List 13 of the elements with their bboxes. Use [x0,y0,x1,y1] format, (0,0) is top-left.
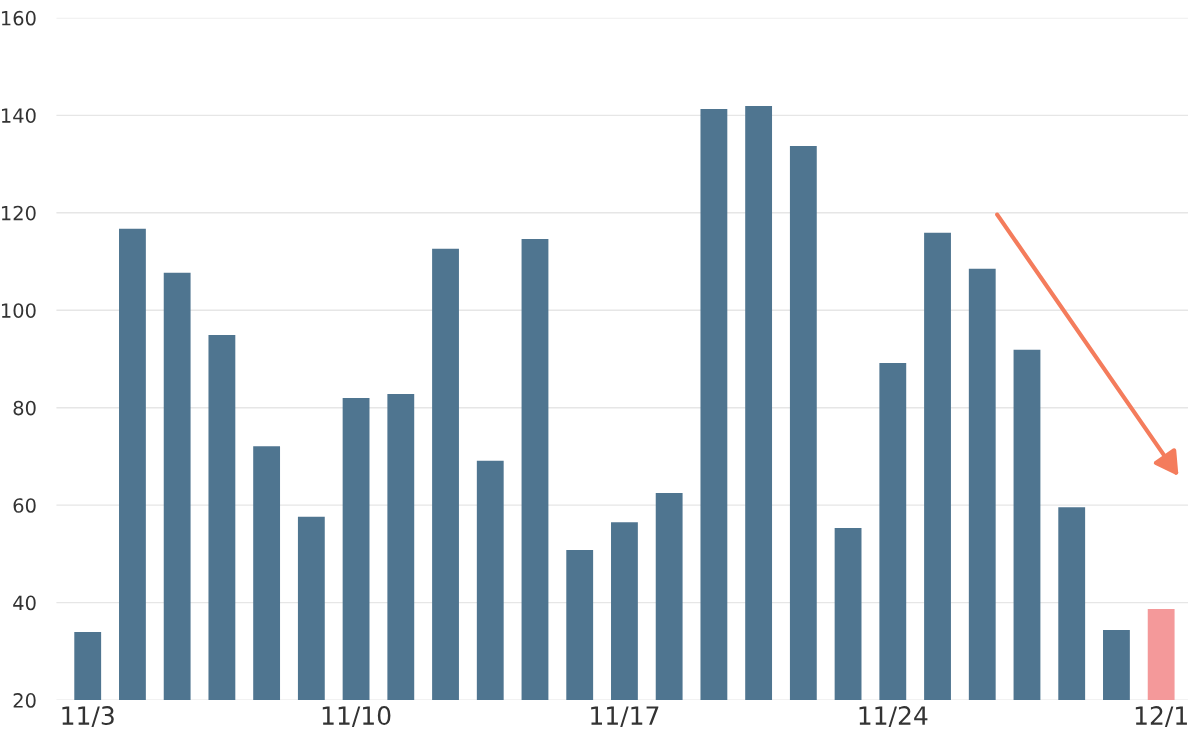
x-tick-label: 11/10 [322,706,391,727]
y-tick-label: 40 [13,595,36,611]
y-tick-label: 120 [1,205,36,221]
x-tick-label: 11/24 [859,706,928,727]
y-tick-label: 160 [1,10,36,26]
y-tick-label: 20 [13,693,36,708]
y-tick-label: 60 [13,498,36,513]
x-tick-label: 12/1 [1135,706,1187,727]
x-tick-label: 11/17 [591,706,659,727]
y-tick-label: 100 [1,303,36,318]
x-tick-label: 11/3 [62,706,114,727]
y-tick-label: 140 [1,108,36,123]
y-tick-label: 80 [13,400,36,416]
